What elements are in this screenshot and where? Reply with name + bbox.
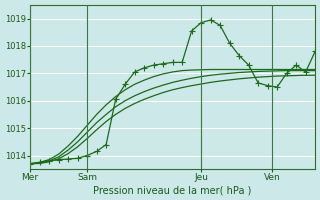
X-axis label: Pression niveau de la mer( hPa ): Pression niveau de la mer( hPa ) bbox=[93, 185, 252, 195]
